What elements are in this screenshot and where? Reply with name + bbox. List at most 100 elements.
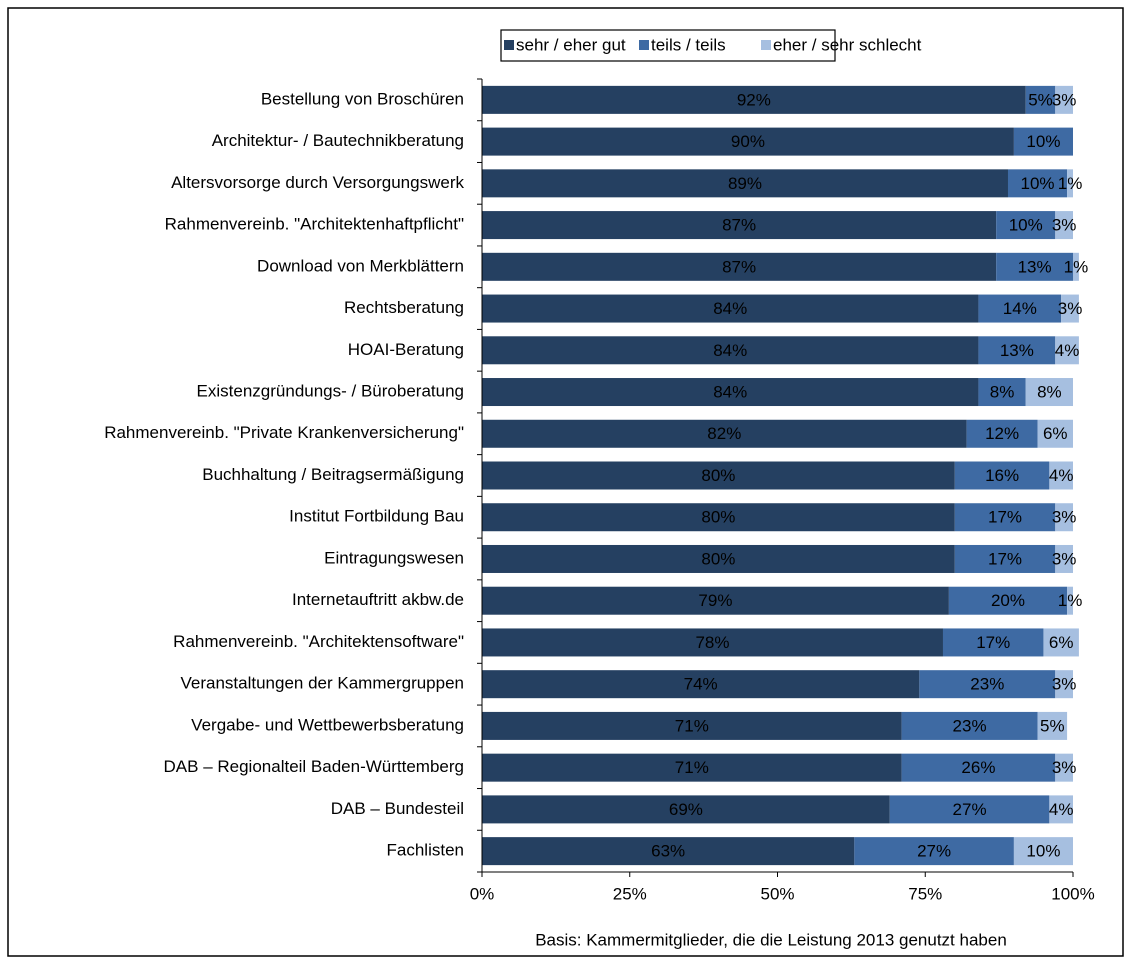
data-label: 87% <box>722 216 756 235</box>
legend-swatch <box>761 40 771 50</box>
legend-swatch <box>639 40 649 50</box>
bar-segment <box>482 419 967 448</box>
data-label: 82% <box>707 424 741 443</box>
bar-segment <box>482 670 920 699</box>
bar-segment <box>482 837 855 866</box>
bar-segment <box>482 85 1026 114</box>
data-label: 3% <box>1052 90 1077 109</box>
data-label: 17% <box>988 549 1022 568</box>
x-tick-label: 50% <box>760 884 794 903</box>
x-tick-label: 25% <box>613 884 647 903</box>
data-label: 6% <box>1049 633 1074 652</box>
bar-segment <box>482 127 1014 156</box>
legend-label: teils / teils <box>651 35 726 54</box>
data-label: 1% <box>1058 174 1083 193</box>
y-tick-label: Veranstaltungen der Kammergruppen <box>180 674 464 693</box>
y-tick-label: Vergabe- und Wettbewerbsberatung <box>191 715 464 734</box>
bar-segment <box>482 586 949 615</box>
data-label: 80% <box>701 466 735 485</box>
bar-segment <box>1037 711 1068 740</box>
data-label: 4% <box>1049 466 1074 485</box>
bar-segment <box>1055 503 1073 532</box>
bar-segment <box>1007 169 1068 198</box>
data-label: 1% <box>1064 257 1089 276</box>
data-label: 10% <box>1026 132 1060 151</box>
x-tick-label: 100% <box>1051 884 1094 903</box>
data-label: 3% <box>1052 758 1077 777</box>
data-label: 92% <box>737 90 771 109</box>
data-label: 13% <box>1000 341 1034 360</box>
bar-segment <box>954 461 1050 490</box>
bar-segment <box>482 711 902 740</box>
data-label: 8% <box>1037 383 1062 402</box>
data-label: 84% <box>713 383 747 402</box>
data-label: 1% <box>1058 591 1083 610</box>
data-label: 27% <box>917 842 951 861</box>
data-label: 10% <box>1009 216 1043 235</box>
y-tick-label: Rahmenvereinb. "Architektensoftware" <box>173 632 464 651</box>
y-tick-label: Institut Fortbildung Bau <box>289 507 464 526</box>
data-label: 63% <box>651 842 685 861</box>
bar-segment <box>1067 586 1073 615</box>
y-tick-label: Eintragungswesen <box>324 548 464 567</box>
legend-label: sehr / eher gut <box>516 35 626 54</box>
data-label: 23% <box>953 716 987 735</box>
data-label: 5% <box>1040 716 1065 735</box>
legend-swatch <box>504 40 514 50</box>
bar-segment <box>1049 461 1073 490</box>
bar-segment <box>978 336 1056 365</box>
bar-segment <box>1073 252 1079 281</box>
bar-segment <box>482 753 902 782</box>
bar-segment <box>482 169 1008 198</box>
bar-segment <box>901 711 1038 740</box>
y-tick-label: DAB – Bundesteil <box>331 799 464 818</box>
bar-segment <box>482 211 997 240</box>
data-label: 10% <box>1021 174 1055 193</box>
bar-segment <box>901 753 1056 782</box>
bar-segment <box>482 461 955 490</box>
data-label: 16% <box>985 466 1019 485</box>
bar-segment <box>482 503 955 532</box>
bar-segment <box>919 670 1056 699</box>
bar-segment <box>1013 837 1073 866</box>
data-label: 6% <box>1043 424 1068 443</box>
data-label: 3% <box>1052 508 1077 527</box>
data-label: 27% <box>953 800 987 819</box>
bar-segment <box>482 795 890 824</box>
y-tick-label: Existenzgründungs- / Büroberatung <box>197 382 464 401</box>
bar-segment <box>889 795 1050 824</box>
data-label: 69% <box>669 800 703 819</box>
bar-segment <box>1067 169 1073 198</box>
y-tick-label: Buchhaltung / Beitragsermäßigung <box>202 465 464 484</box>
bar-segment <box>482 294 979 323</box>
legend-box <box>500 29 836 62</box>
y-tick-label: Bestellung von Broschüren <box>261 89 464 108</box>
data-label: 20% <box>991 591 1025 610</box>
bar-segment <box>954 503 1056 532</box>
bar-segment <box>1061 294 1079 323</box>
bar-segment <box>1055 85 1073 114</box>
data-label: 89% <box>728 174 762 193</box>
bar-segment <box>1055 211 1073 240</box>
bar-segment <box>1055 670 1073 699</box>
data-label: 80% <box>701 508 735 527</box>
data-label: 8% <box>990 383 1015 402</box>
bar-segment <box>482 544 955 573</box>
data-label: 78% <box>695 633 729 652</box>
data-label: 80% <box>701 549 735 568</box>
data-label: 5% <box>1028 90 1053 109</box>
data-label: 3% <box>1052 675 1077 694</box>
data-label: 87% <box>722 257 756 276</box>
bar-segment <box>482 336 979 365</box>
data-label: 12% <box>985 424 1019 443</box>
footnote: Basis: Kammermitglieder, die die Leistun… <box>535 930 1007 949</box>
bar-segment <box>1025 378 1073 407</box>
data-label: 71% <box>675 758 709 777</box>
data-label: 14% <box>1003 299 1037 318</box>
bar-segment <box>482 628 943 657</box>
bar-segment <box>996 252 1073 281</box>
y-tick-label: Rechtsberatung <box>344 298 464 317</box>
data-label: 23% <box>970 675 1004 694</box>
y-tick-label: Altersvorsorge durch Versorgungswerk <box>171 173 464 192</box>
